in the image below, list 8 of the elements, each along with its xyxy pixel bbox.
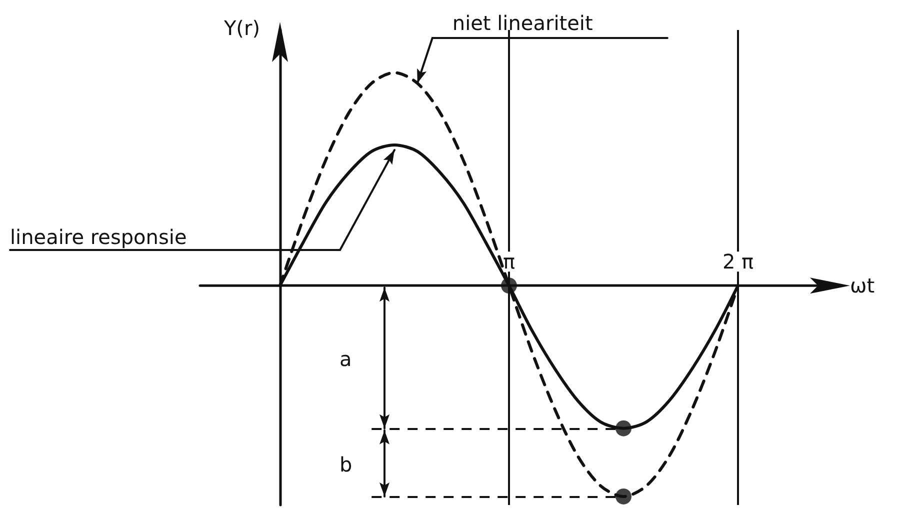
- x-axis-title: ωt: [850, 274, 875, 298]
- x-tick-label: π: [502, 250, 516, 274]
- annotation: a: [340, 346, 352, 371]
- y-axis-title: Y(r): [222, 16, 260, 40]
- annotation: b: [340, 452, 352, 476]
- text: niet lineariteit: [452, 11, 593, 35]
- x-tick-label: 2 π: [722, 250, 754, 274]
- text: lineaire responsie: [10, 225, 187, 250]
